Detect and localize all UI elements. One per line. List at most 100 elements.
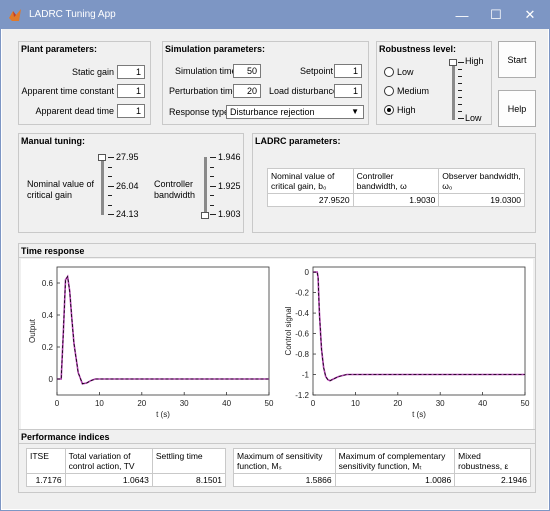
y-tick-label: 0.6 xyxy=(42,279,54,288)
radio-medium-label: Medium xyxy=(397,86,430,96)
header-total-variation: Total variation of control action, TV xyxy=(64,448,153,474)
panel-divider xyxy=(19,257,535,258)
bandwidth-tick xyxy=(210,176,214,177)
gain-slider-thumb[interactable] xyxy=(98,154,106,161)
gain-tick xyxy=(108,167,112,168)
ladrc-parameters-panel: LADRC parameters: Nominal value of criti… xyxy=(252,133,536,233)
simulation-time-label: Simulation time xyxy=(175,66,237,76)
bandwidth-tick xyxy=(210,157,216,158)
bandwidth-min-label: 1.903 xyxy=(218,209,241,219)
slider-low-label: Low xyxy=(465,113,482,123)
ladrc-table: Nominal value of critical gain, b₀ Contr… xyxy=(267,168,525,207)
start-button[interactable]: Start xyxy=(498,41,536,78)
gain-mid-label: 26.04 xyxy=(116,181,139,191)
response-type-value: Disturbance rejection xyxy=(230,107,315,117)
robustness-tick xyxy=(458,104,462,105)
y-tick-label: -1.2 xyxy=(295,391,309,400)
manual-tuning-panel: Manual tuning: Nominal value of critical… xyxy=(18,133,244,233)
gain-tick xyxy=(108,205,112,206)
bandwidth-label: Controller xyxy=(154,179,194,189)
minimize-icon: — xyxy=(455,7,469,23)
radio-high-label: High xyxy=(397,105,416,115)
response-type-dropdown[interactable]: Disturbance rejection ▼ xyxy=(226,105,364,119)
simulation-panel-title: Simulation parameters: xyxy=(165,44,266,54)
x-axis-label: t (s) xyxy=(156,410,170,419)
robustness-tick xyxy=(458,97,462,98)
setpoint-field[interactable]: 1 xyxy=(334,64,362,78)
simulation-parameters-panel: Simulation parameters: Simulation time 5… xyxy=(162,41,369,125)
value-max-sensitivity: 1.5866 xyxy=(233,473,336,487)
response-type-label: Response type xyxy=(169,107,230,117)
robustness-tick xyxy=(458,69,462,70)
header-max-sensitivity: Maximum of sensitivity function, Mₛ xyxy=(233,448,336,474)
radio-low[interactable]: Low xyxy=(384,67,414,77)
setpoint-label: Setpoint xyxy=(300,66,334,76)
perturbation-time-label: Perturbation time xyxy=(169,86,238,96)
load-disturbance-field[interactable]: 1 xyxy=(334,84,362,98)
x-tick-label: 50 xyxy=(265,399,274,408)
table-header-row: Maximum of sensitivity function, Mₛ Maxi… xyxy=(233,448,531,474)
robustness-tick xyxy=(458,118,464,119)
x-axis-label: t (s) xyxy=(412,410,426,419)
gain-tick xyxy=(108,176,112,177)
close-button[interactable]: ✕ xyxy=(513,1,547,29)
matlab-app-icon xyxy=(9,9,21,21)
series-line-dashed xyxy=(57,275,269,385)
header-controller-bandwidth: Controller bandwidth, ω xyxy=(352,168,440,194)
performance-indices-panel: Performance indices ITSE Total variation… xyxy=(18,429,536,493)
table-row: 27.9520 1.9030 19.0300 xyxy=(267,193,525,207)
bandwidth-max-label: 1.946 xyxy=(218,152,241,162)
bandwidth-slider[interactable] xyxy=(204,157,207,215)
minimize-button[interactable]: — xyxy=(445,1,479,29)
radio-low-indicator xyxy=(384,67,394,77)
time-response-title: Time response xyxy=(21,246,85,256)
slider-high-label: High xyxy=(465,56,484,66)
perturbation-time-field[interactable]: 20 xyxy=(233,84,261,98)
output-chart: 0.6 0.4 0.2 0 0 10 20 30 40 50 t (s) Output xyxy=(28,266,274,419)
bandwidth-tick xyxy=(210,167,214,168)
robustness-slider[interactable] xyxy=(452,64,455,120)
value-itse: 1.7176 xyxy=(26,473,66,487)
robustness-level-panel: Robustness level: Low Medium High xyxy=(376,41,492,125)
x-tick-label: 50 xyxy=(521,399,530,408)
panel-divider xyxy=(19,443,535,444)
plant-panel-title: Plant parameters: xyxy=(21,44,98,54)
time-response-panel: Time response 0.6 0.4 0.2 0 0 10 20 30 40 50 t (s)… xyxy=(18,243,536,449)
gain-max-label: 27.95 xyxy=(116,152,139,162)
gain-tick xyxy=(108,157,114,158)
maximize-button[interactable]: ☐ xyxy=(479,1,513,29)
x-tick-label: 40 xyxy=(222,399,231,408)
robustness-tick xyxy=(458,83,462,84)
gain-tick xyxy=(108,214,114,215)
radio-medium[interactable]: Medium xyxy=(384,86,429,96)
static-gain-field[interactable]: 1 xyxy=(117,65,145,79)
table-header-row: ITSE Total variation of control action, … xyxy=(26,448,227,474)
bandwidth-label-2: bandwidth xyxy=(154,190,196,200)
x-tick-label: 20 xyxy=(393,399,402,408)
title-bar: LADRC Tuning App — ☐ ✕ xyxy=(1,1,549,29)
help-button-label: Help xyxy=(507,103,527,114)
robustness-slider-thumb[interactable] xyxy=(449,59,457,66)
header-nominal-gain: Nominal value of critical gain, b₀ xyxy=(267,168,354,194)
x-tick-label: 0 xyxy=(55,399,60,408)
radio-high[interactable]: High xyxy=(384,105,416,115)
time-constant-field[interactable]: 1 xyxy=(117,84,145,98)
plant-parameters-panel: Plant parameters: Static gain 1 Apparent… xyxy=(18,41,151,125)
x-tick-label: 30 xyxy=(180,399,189,408)
help-button[interactable]: Help xyxy=(498,90,536,127)
header-settling-time: Settling time xyxy=(151,448,227,474)
robustness-tick xyxy=(458,111,462,112)
simulation-time-field[interactable]: 50 xyxy=(233,64,261,78)
dead-time-label: Apparent dead time xyxy=(35,106,114,116)
y-tick-label: -1 xyxy=(302,371,310,380)
chevron-down-icon: ▼ xyxy=(351,107,359,116)
plot-frame xyxy=(312,266,526,396)
load-disturbance-label: Load disturbance xyxy=(269,86,339,96)
dead-time-field[interactable]: 1 xyxy=(117,104,145,118)
bandwidth-slider-thumb[interactable] xyxy=(201,212,209,219)
gain-slider[interactable] xyxy=(101,157,104,215)
bandwidth-tick xyxy=(210,205,214,206)
close-icon: ✕ xyxy=(524,7,536,22)
time-constant-label: Apparent time constant xyxy=(21,86,114,96)
